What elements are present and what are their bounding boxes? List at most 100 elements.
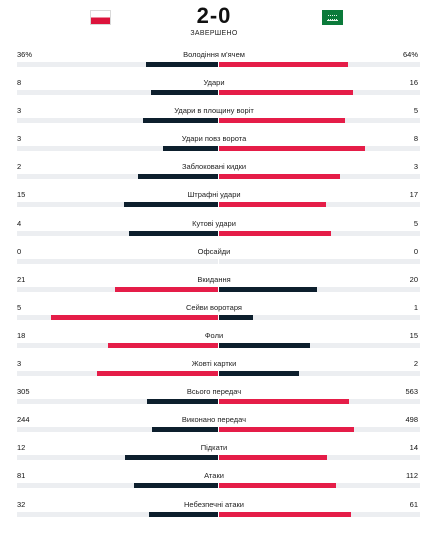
stat-away-bar: [219, 174, 340, 180]
stat-row: 12 Підкати 14: [0, 437, 428, 465]
stat-away-value: 1: [413, 302, 418, 312]
stat-row: 32 Небезпечні атаки 61: [0, 494, 428, 522]
stat-away-bar-track: [219, 230, 420, 236]
stat-away-bar-track: [219, 371, 420, 377]
stat-label: Удари в площину воріт: [174, 106, 254, 116]
stat-home-value: 5: [17, 302, 22, 312]
stat-home-bar-track: [17, 286, 218, 292]
stat-away-bar: [219, 399, 350, 405]
stat-row: 244 Виконано передач 498: [0, 409, 428, 437]
stat-away-bar-track: [219, 511, 420, 517]
stat-row: 81 Атаки 112: [0, 465, 428, 493]
stat-home-value: 15: [17, 190, 26, 200]
stat-away-bar-track: [219, 174, 420, 180]
stat-home-value: 0: [17, 246, 22, 256]
flag-sword-mark: [327, 20, 338, 21]
stat-home-value: 36%: [17, 50, 33, 59]
stat-home-bar: [123, 202, 218, 208]
stat-home-value: 4: [17, 218, 22, 228]
stat-label: Сейви воротаря: [186, 302, 242, 312]
stat-away-bar-track: [219, 202, 420, 208]
stat-away-bar: [219, 371, 300, 377]
stat-home-bar: [151, 90, 218, 96]
flag-saudi-arabia-icon[interactable]: [322, 10, 343, 25]
stat-row: 3 Жовті картки 2: [0, 353, 428, 381]
stat-away-value: 5: [413, 106, 418, 116]
stat-row: 305 Всього передач 563: [0, 381, 428, 409]
stat-away-bar: [219, 202, 326, 208]
stat-away-value: 498: [405, 415, 418, 425]
stat-home-bar-track: [17, 483, 218, 489]
stat-label: Кутові удари: [192, 218, 236, 228]
stat-home-bar-track: [17, 511, 218, 517]
stat-home-bar-track: [17, 371, 218, 377]
stat-away-bar: [219, 286, 318, 292]
stat-home-value: 3: [17, 106, 22, 116]
flag-script-mark: [328, 15, 337, 20]
stat-away-bar-track: [219, 483, 420, 489]
stat-home-bar-track: [17, 62, 218, 67]
stat-home-bar: [147, 399, 218, 405]
stat-home-bar: [115, 286, 218, 292]
stat-away-value: 5: [413, 218, 418, 228]
stat-home-bar: [148, 511, 218, 517]
stat-row: 0 Офсайди 0: [0, 241, 428, 269]
stat-row: 8 Удари 16: [0, 72, 428, 100]
stat-home-value: 18: [17, 330, 26, 340]
stat-label: Заблоковані кидки: [181, 162, 247, 172]
match-score: 2-0: [196, 3, 232, 28]
stat-away-bar-track: [219, 118, 420, 124]
stat-away-value: 112: [406, 471, 418, 481]
stat-home-bar-track: [17, 342, 218, 348]
stat-away-bar: [219, 118, 345, 124]
stat-home-bar: [151, 427, 218, 433]
stat-home-value: 21: [17, 274, 26, 284]
stat-row: 3 Удари в площину воріт 5: [0, 100, 428, 128]
stat-home-bar: [97, 371, 218, 377]
stat-label: Вкидання: [197, 274, 231, 284]
stat-away-bar: [219, 62, 348, 67]
stat-away-value: 0: [413, 246, 418, 256]
stat-home-bar-track: [17, 118, 218, 124]
stat-home-value: 32: [17, 499, 26, 509]
stat-home-bar-track: [17, 427, 218, 433]
stat-home-bar: [137, 174, 218, 180]
stat-away-value: 20: [409, 274, 418, 284]
stat-away-bar: [219, 455, 328, 461]
stat-home-bar: [133, 483, 218, 489]
stat-label: Фоли: [204, 330, 224, 340]
stat-label: Атаки: [204, 471, 224, 481]
stat-home-value: 3: [17, 359, 22, 369]
stat-home-bar: [108, 342, 218, 348]
stat-home-value: 244: [17, 415, 30, 425]
stat-away-bar-track: [219, 286, 420, 292]
stat-label: Підкати: [200, 443, 228, 453]
stat-away-bar: [219, 483, 336, 489]
stat-label: Всього передач: [186, 387, 242, 397]
stat-away-bar: [219, 230, 331, 236]
stat-away-bar: [219, 427, 354, 433]
stat-home-value: 12: [17, 443, 26, 453]
stat-away-value: 64%: [402, 50, 418, 59]
stat-home-bar: [125, 455, 218, 461]
stat-away-value: 16: [409, 78, 418, 88]
stat-home-bar-track: [17, 90, 218, 96]
stat-home-bar: [163, 146, 218, 152]
stat-label: Володіння м'ячем: [183, 50, 245, 59]
stat-row: 36% Володіння м'ячем 64%: [0, 44, 428, 72]
stat-label: Офсайди: [197, 246, 231, 256]
stat-away-value: 17: [409, 190, 418, 200]
stat-away-bar-track: [219, 455, 420, 461]
stat-away-bar-track: [219, 146, 420, 152]
stat-home-bar-track: [17, 258, 218, 264]
stat-home-bar-track: [17, 399, 218, 405]
stat-away-value: 563: [405, 387, 418, 397]
stat-row: 3 Удари повз ворота 8: [0, 128, 428, 156]
stats-list: 36% Володіння м'ячем 64% 8 Удари 16 3 Удари в п…: [0, 44, 428, 522]
flag-poland-icon[interactable]: [90, 10, 111, 25]
stat-away-value: 61: [409, 499, 418, 509]
stat-away-bar-track: [219, 90, 420, 96]
stat-row: 2 Заблоковані кидки 3: [0, 156, 428, 184]
stat-home-bar-track: [17, 174, 218, 180]
stat-away-value: 14: [409, 443, 418, 453]
